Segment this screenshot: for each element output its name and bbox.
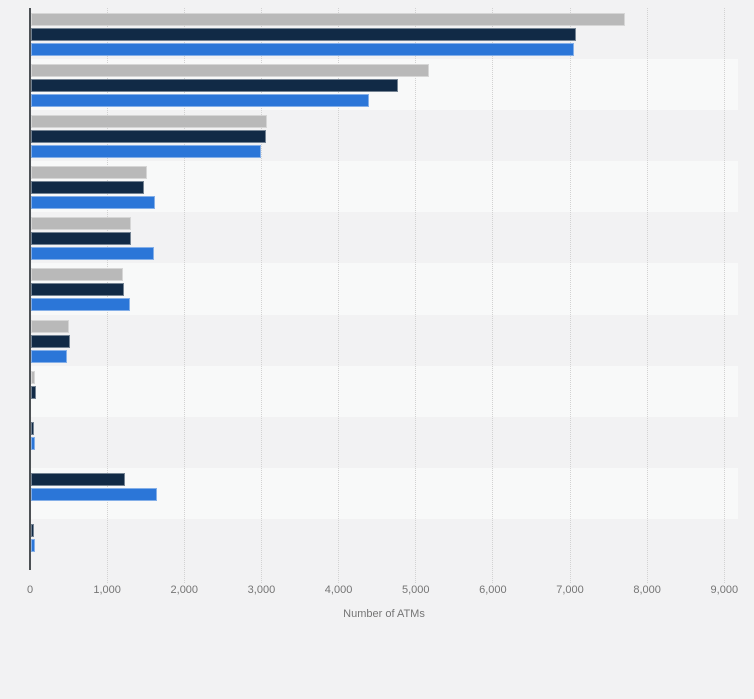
bar-series-3-blue-group-9[interactable] bbox=[31, 436, 36, 450]
bar-series-2-dark-navy-group-2[interactable] bbox=[31, 79, 399, 93]
x-axis-tick-label: 5,000 bbox=[401, 584, 430, 596]
bar-group bbox=[31, 319, 739, 365]
bar-group bbox=[31, 370, 739, 401]
bar-group bbox=[31, 13, 739, 58]
bar-group bbox=[31, 268, 739, 313]
bar-series-1-gray-group-1[interactable] bbox=[31, 13, 625, 26]
x-axis-tick-label: 4,000 bbox=[324, 584, 353, 596]
bar-group bbox=[31, 64, 739, 109]
plot-area bbox=[30, 8, 739, 583]
y-axis-line bbox=[29, 8, 31, 570]
bar-series-3-blue-group-6[interactable] bbox=[31, 298, 130, 312]
x-axis-tick-label: 7,000 bbox=[556, 584, 584, 596]
gridline bbox=[338, 8, 340, 583]
x-axis-tick-label: 3,000 bbox=[247, 584, 276, 596]
bar-group bbox=[31, 421, 739, 452]
bar-series-3-blue-group-5[interactable] bbox=[31, 247, 154, 261]
x-axis-tick-label: 0 bbox=[26, 584, 34, 596]
bar-series-1-gray-group-2[interactable] bbox=[31, 64, 430, 78]
bar-series-2-dark-navy-group-8[interactable] bbox=[31, 385, 36, 399]
x-axis: 0 1,000 2,000 3,000 4,000 5,000 6,000 7,000 8,00… bbox=[0, 583, 754, 597]
bar-series-3-blue-group-4[interactable] bbox=[31, 196, 156, 210]
gridline bbox=[260, 8, 262, 583]
x-axis-tick-label: 6,000 bbox=[479, 584, 507, 596]
bar-group bbox=[31, 166, 739, 211]
x-axis-title: Number of ATMs bbox=[343, 608, 425, 620]
bar-group bbox=[31, 472, 739, 503]
category-band bbox=[30, 365, 738, 417]
bar-series-2-dark-navy-group-10[interactable] bbox=[31, 472, 126, 486]
gridline bbox=[723, 8, 725, 583]
bar-series-3-blue-group-10[interactable] bbox=[31, 487, 157, 501]
bar-series-3-blue-group-7[interactable] bbox=[31, 349, 68, 363]
bar-series-2-dark-navy-group-9[interactable] bbox=[31, 421, 35, 435]
bar-series-1-gray-group-5[interactable] bbox=[31, 217, 131, 231]
bar-series-2-dark-navy-group-5[interactable] bbox=[31, 232, 132, 246]
bar-series-2-dark-navy-group-6[interactable] bbox=[31, 283, 125, 297]
bar-series-2-dark-navy-group-11[interactable] bbox=[31, 523, 35, 537]
gridline bbox=[569, 8, 571, 583]
bar-series-2-dark-navy-group-1[interactable] bbox=[31, 28, 577, 41]
bar-series-1-gray-group-7[interactable] bbox=[31, 319, 69, 333]
x-axis-tick-label: 1,000 bbox=[93, 584, 121, 596]
gridline bbox=[646, 8, 648, 583]
bar-series-3-blue-group-1[interactable] bbox=[31, 43, 575, 56]
bar-group bbox=[31, 115, 739, 160]
bar-series-2-dark-navy-group-4[interactable] bbox=[31, 181, 145, 195]
bar-group bbox=[31, 217, 739, 262]
bar-series-1-gray-group-3[interactable] bbox=[31, 115, 268, 129]
gridline bbox=[415, 8, 417, 583]
bar-series-1-gray-group-4[interactable] bbox=[31, 166, 147, 180]
bar-group bbox=[31, 523, 739, 554]
category-band bbox=[30, 263, 738, 315]
bar-series-2-dark-navy-group-7[interactable] bbox=[31, 334, 70, 348]
bar-series-2-dark-navy-group-3[interactable] bbox=[31, 130, 266, 144]
bar-series-1-gray-group-6[interactable] bbox=[31, 268, 123, 282]
gridline bbox=[183, 8, 185, 583]
x-axis-tick-label: 8,000 bbox=[633, 584, 661, 596]
bar-series-1-gray-group-8[interactable] bbox=[31, 370, 36, 384]
bar-series-3-blue-group-2[interactable] bbox=[31, 94, 369, 108]
bar-series-3-blue-group-11[interactable] bbox=[31, 538, 36, 552]
x-axis-tick-label: 9,000 bbox=[710, 584, 739, 596]
gridline bbox=[492, 8, 494, 583]
bar-series-3-blue-group-3[interactable] bbox=[31, 145, 261, 159]
x-axis-tick-label: 2,000 bbox=[170, 584, 199, 596]
